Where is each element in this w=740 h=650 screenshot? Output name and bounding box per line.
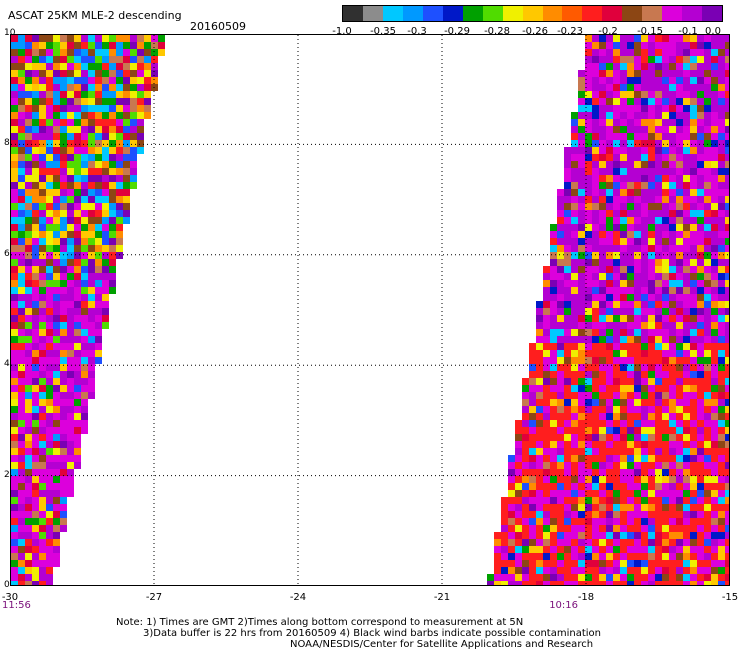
colorbar-swatch xyxy=(422,6,443,21)
colorbar-swatch xyxy=(702,6,723,21)
colorbar-swatch xyxy=(602,6,623,21)
x-tick-label: -21 xyxy=(433,592,451,603)
pass-time-label: 11:56 xyxy=(2,600,31,611)
footer-note-line1: Note: 1) Times are GMT 2)Times along bot… xyxy=(116,617,524,628)
x-tick-label: -27 xyxy=(145,592,163,603)
colorbar-swatch xyxy=(562,6,583,21)
swath-map-svg xyxy=(11,35,732,588)
colorbar-swatch xyxy=(642,6,663,21)
colorbar-swatch xyxy=(442,6,463,21)
colorbar-tick-label: -0.35 xyxy=(370,26,396,37)
colorbar-tick-label: -0.23 xyxy=(557,26,583,37)
colorbar-tick-label: -0.28 xyxy=(484,26,510,37)
x-tick-label: -24 xyxy=(289,592,307,603)
colorbar-swatch xyxy=(482,6,503,21)
footer-credit: NOAA/NESDIS/Center for Satellite Applica… xyxy=(290,639,594,650)
colorbar-tick-label: -0.29 xyxy=(444,26,470,37)
x-tick-label: -15 xyxy=(721,592,739,603)
colorbar-swatch xyxy=(462,6,483,21)
y-tick-label: 10 xyxy=(4,28,16,38)
map-plot-area xyxy=(10,34,732,588)
map-title: ASCAT 25KM MLE-2 descending xyxy=(8,9,182,22)
colorbar-swatch xyxy=(343,6,363,21)
colorbar-swatch xyxy=(382,6,403,21)
y-tick-label: 4 xyxy=(4,359,10,370)
colorbar-tick-label: -0.3 xyxy=(407,26,427,37)
colorbar-swatch xyxy=(582,6,603,21)
map-date: 20160509 xyxy=(190,20,246,33)
x-tick-label: -18 xyxy=(577,592,595,603)
colorbar-tick-label: -0.26 xyxy=(522,26,548,37)
colorbar-swatch xyxy=(542,6,563,21)
pass-time-label: 10:16 xyxy=(549,600,579,611)
colorbar-swatch xyxy=(682,6,703,21)
y-tick-label: 2 xyxy=(4,469,10,480)
y-tick-label: 8 xyxy=(4,138,10,149)
colorbar-tick-label: -0.15 xyxy=(637,26,663,37)
colorbar-swatch xyxy=(522,6,543,21)
colorbar-swatch xyxy=(622,6,643,21)
colorbar-tick-label: -0.1 xyxy=(678,26,698,37)
colorbar xyxy=(342,5,723,22)
y-tick-label: 6 xyxy=(4,248,10,259)
colorbar-swatch xyxy=(502,6,523,21)
colorbar-tick-label: -1.0 xyxy=(332,26,352,37)
footer-note-line2: 3)Data buffer is 22 hrs from 20160509 4)… xyxy=(143,628,601,639)
colorbar-tick-label: 0.0 xyxy=(705,26,721,37)
colorbar-swatch xyxy=(662,6,683,21)
x-tick-label: -30 xyxy=(1,592,19,603)
swath-pixels xyxy=(11,35,732,588)
colorbar-tick-label: -0.2 xyxy=(598,26,618,37)
y-tick-label: 0 xyxy=(4,580,10,590)
colorbar-swatch xyxy=(362,6,383,21)
colorbar-swatch xyxy=(402,6,423,21)
